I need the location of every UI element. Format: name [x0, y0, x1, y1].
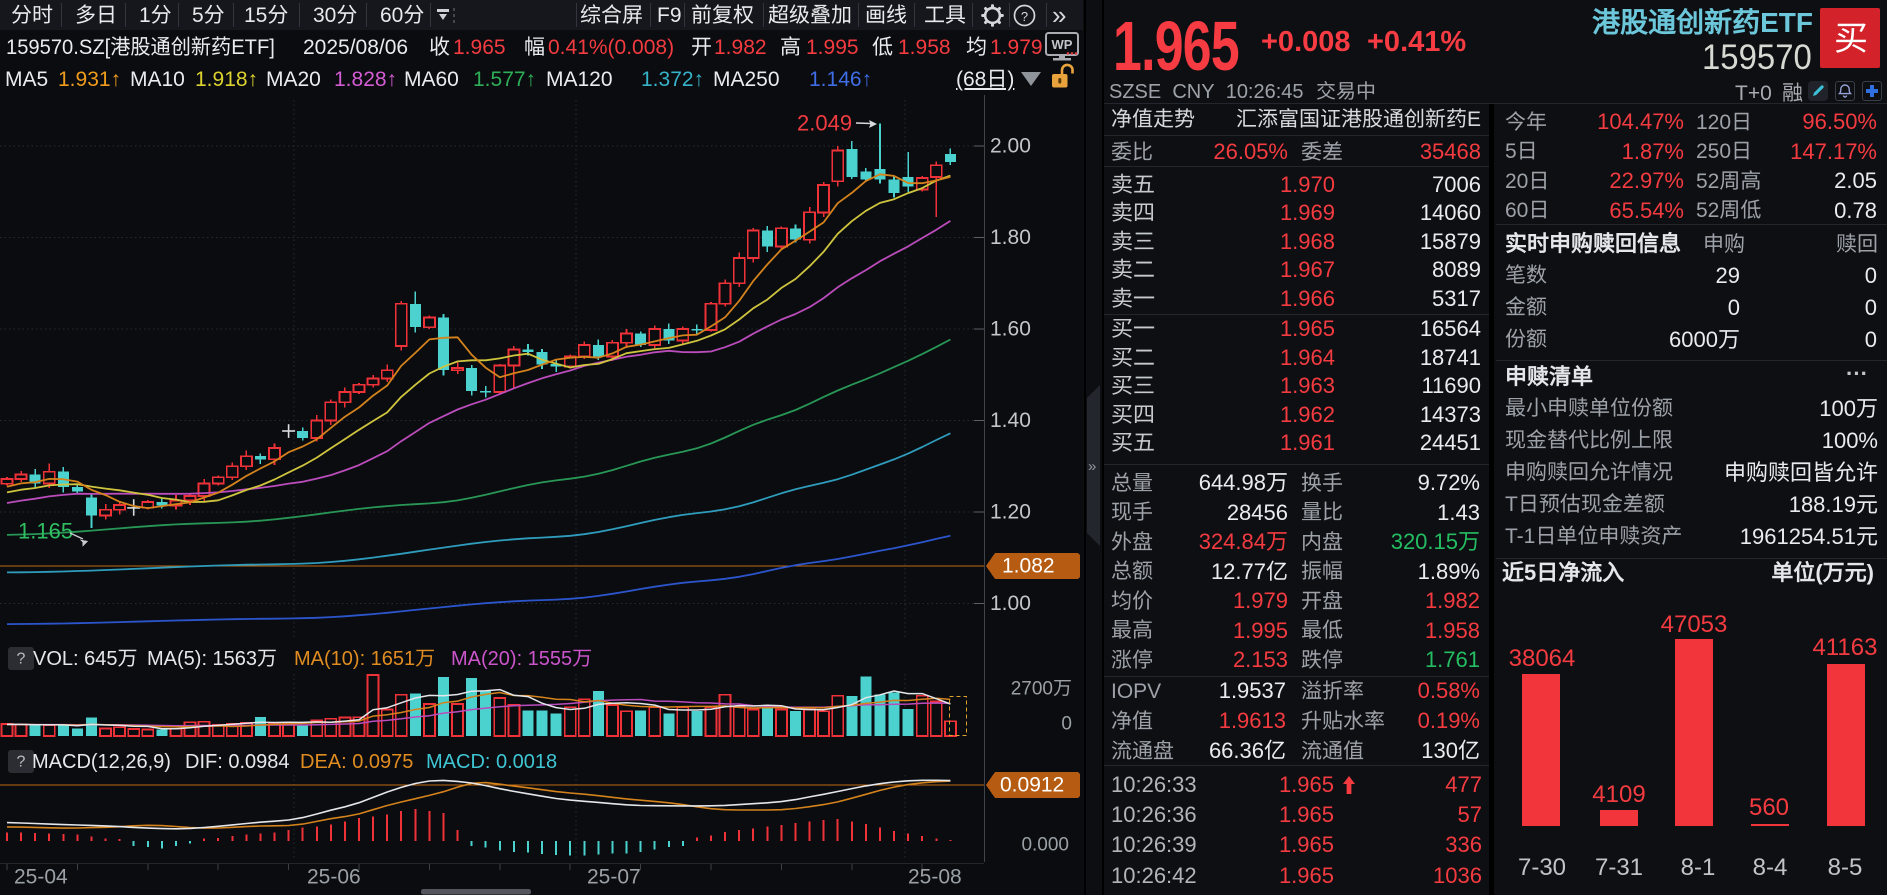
svg-text:1.60: 1.60 — [990, 318, 1031, 341]
svg-text:1.40: 1.40 — [990, 409, 1031, 432]
svg-text:1.082: 1.082 — [1002, 555, 1055, 578]
svg-text:1.00: 1.00 — [990, 592, 1031, 615]
svg-text:25-06: 25-06 — [307, 866, 361, 889]
svg-text:0.0912: 0.0912 — [1000, 774, 1064, 797]
svg-text:MACD(12,26,9): MACD(12,26,9) — [32, 751, 171, 773]
svg-text:MA(10): 1651万: MA(10): 1651万 — [294, 648, 435, 670]
svg-text:DIF: 0.0984: DIF: 0.0984 — [185, 751, 290, 773]
svg-text:0: 0 — [1061, 714, 1072, 735]
svg-text:?: ? — [17, 754, 26, 771]
svg-text:WP: WP — [1052, 37, 1073, 52]
svg-text:1.80: 1.80 — [990, 226, 1031, 249]
svg-text:1.20: 1.20 — [990, 501, 1031, 524]
svg-text:MA(5): 1563万: MA(5): 1563万 — [147, 648, 277, 670]
svg-text:2.049: 2.049 — [797, 111, 852, 136]
svg-text:?: ? — [1021, 9, 1028, 24]
svg-text:MA(20): 1555万: MA(20): 1555万 — [451, 648, 592, 670]
svg-text:25-07: 25-07 — [587, 866, 641, 889]
svg-text:?: ? — [17, 651, 26, 668]
svg-text:MACD: 0.0018: MACD: 0.0018 — [426, 751, 557, 773]
svg-text:2.00: 2.00 — [990, 135, 1031, 158]
svg-text:DEA: 0.0975: DEA: 0.0975 — [300, 751, 413, 773]
svg-text:25-08: 25-08 — [908, 866, 962, 889]
svg-text:1.165: 1.165 — [18, 519, 73, 544]
svg-text:VOL: 645万: VOL: 645万 — [33, 648, 138, 670]
svg-text:0.000: 0.000 — [1021, 835, 1069, 856]
svg-text:2700万: 2700万 — [1011, 679, 1072, 700]
svg-text:25-04: 25-04 — [14, 866, 68, 889]
